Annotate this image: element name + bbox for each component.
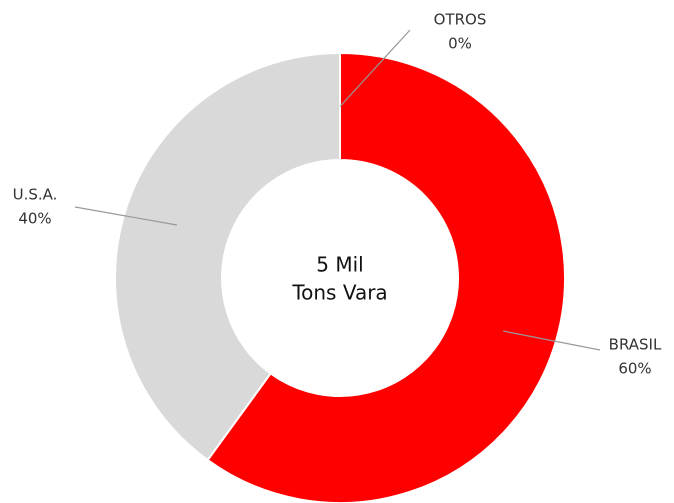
slice-value-label: 60% xyxy=(618,360,651,378)
slice xyxy=(114,51,341,462)
slice-label: BRASIL xyxy=(609,336,662,354)
leader-line xyxy=(74,206,177,226)
leader-line xyxy=(502,330,601,351)
slice-label: OTROS xyxy=(434,11,487,29)
leader-line xyxy=(339,29,411,107)
center-text: Tons Vara xyxy=(291,281,387,305)
slice-value-label: 40% xyxy=(18,210,51,228)
center-text: 5 Mil xyxy=(316,253,363,277)
slice-label: U.S.A. xyxy=(13,186,58,204)
slice-value-label: 0% xyxy=(448,35,472,53)
slice xyxy=(206,51,566,503)
